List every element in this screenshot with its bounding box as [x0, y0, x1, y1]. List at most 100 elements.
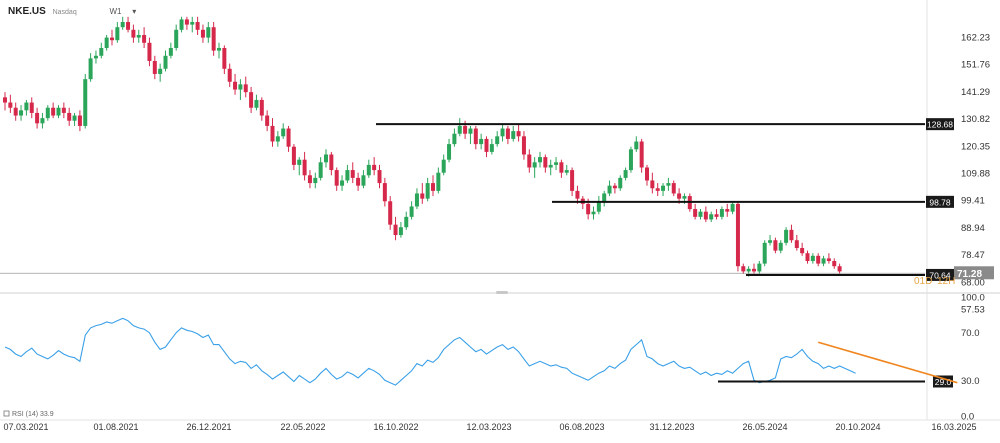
candle-body: [463, 125, 468, 134]
timeframe-selector[interactable]: W1: [109, 7, 122, 16]
candle-body: [35, 112, 40, 124]
candle-body: [61, 107, 66, 113]
chart-header: NKE.US Nasdaq W1 ▾: [8, 6, 136, 17]
candle-body: [313, 177, 318, 184]
candle-body: [259, 99, 264, 116]
candle-body: [810, 255, 815, 262]
candle-body: [72, 115, 77, 121]
candle-body: [693, 209, 698, 217]
candle-body: [174, 29, 179, 48]
candle-body: [634, 141, 639, 150]
candle-body: [382, 183, 387, 202]
candle-body: [473, 128, 478, 145]
candle-body: [179, 19, 184, 30]
candle-body: [714, 214, 719, 217]
candle-body: [794, 240, 799, 249]
candle-body: [366, 164, 371, 176]
candle-body: [420, 193, 425, 199]
candle-body: [436, 172, 441, 191]
candle-body: [8, 102, 13, 108]
rsi-line: [4, 317, 856, 386]
level-tag: [926, 118, 954, 131]
candle-body: [762, 242, 767, 264]
candle-body: [752, 268, 756, 272]
candle-body: [227, 68, 232, 82]
candle-body: [318, 162, 323, 178]
date-label: 16.03.2025: [931, 422, 976, 432]
candle-body: [29, 102, 34, 113]
level-tag: [926, 195, 954, 208]
level-tag: [926, 268, 954, 281]
candle-body: [243, 84, 248, 93]
candle-body: [388, 201, 393, 225]
candle-body: [618, 177, 623, 189]
candle-body: [441, 159, 446, 173]
candle-body: [505, 128, 510, 139]
candle-body: [570, 170, 575, 191]
timeframe-d1: 01D: [914, 276, 932, 287]
candle-body: [725, 209, 730, 212]
candle-body: [773, 240, 778, 251]
price-tick-label: 120.35: [961, 141, 990, 152]
candle-body: [564, 170, 569, 173]
candle-body: [495, 136, 500, 145]
candle-body: [377, 170, 382, 184]
candle-body: [40, 118, 45, 124]
candle-body: [291, 146, 296, 165]
candle-body: [719, 209, 724, 217]
candle-body: [768, 240, 773, 243]
candle-body: [821, 258, 826, 264]
candle-body: [789, 229, 794, 241]
candle-body: [698, 211, 703, 217]
candle-body: [88, 58, 93, 80]
level-tag-label: 128.68: [927, 120, 953, 130]
candle-body: [527, 154, 532, 168]
candle-body: [184, 19, 189, 25]
candle-body: [372, 164, 377, 171]
candle-body: [591, 211, 596, 215]
chevron-down-icon[interactable]: ▾: [132, 7, 137, 16]
candle-body: [645, 167, 649, 181]
price-tick-label: 141.29: [961, 87, 990, 98]
candle-body: [329, 154, 334, 171]
candle-body: [206, 27, 211, 38]
candle-body: [222, 47, 227, 69]
candle-body: [757, 263, 762, 272]
rsi-tick-label: 30.0: [961, 376, 980, 387]
candle-body: [826, 258, 831, 262]
rsi-legend: RSI (14) 33.9: [12, 411, 54, 418]
date-label: 16.10.2022: [373, 422, 418, 432]
candle-body: [265, 115, 270, 126]
candle-body: [254, 99, 259, 108]
candle-body: [136, 34, 141, 38]
date-label: 12.03.2023: [466, 422, 511, 432]
candle-body: [602, 193, 607, 202]
candle-body: [554, 162, 559, 165]
candle-body: [431, 183, 435, 191]
symbol-label[interactable]: NKE.US: [8, 6, 46, 17]
candle-body: [661, 185, 666, 191]
candle-body: [735, 203, 740, 267]
candle-body: [302, 159, 307, 176]
candle-body: [211, 27, 216, 51]
rsi-trendline: [817, 341, 958, 384]
candle-body: [447, 144, 452, 160]
candle-body: [249, 92, 254, 108]
date-label: 20.10.2024: [835, 422, 880, 432]
date-label: 07.03.2021: [3, 422, 48, 432]
candle-body: [110, 37, 114, 41]
candle-body: [414, 193, 419, 207]
candle-body: [784, 229, 789, 243]
candle-body: [682, 196, 687, 199]
candle-body: [532, 162, 537, 168]
candle-body: [200, 29, 205, 38]
candle-body: [19, 110, 24, 116]
candle-body: [77, 115, 82, 126]
candle-body: [147, 42, 152, 61]
candle-body: [131, 29, 136, 38]
candle-body: [217, 47, 221, 51]
candle-body: [425, 183, 430, 199]
candle-body: [607, 185, 612, 194]
candle-body: [832, 261, 837, 267]
